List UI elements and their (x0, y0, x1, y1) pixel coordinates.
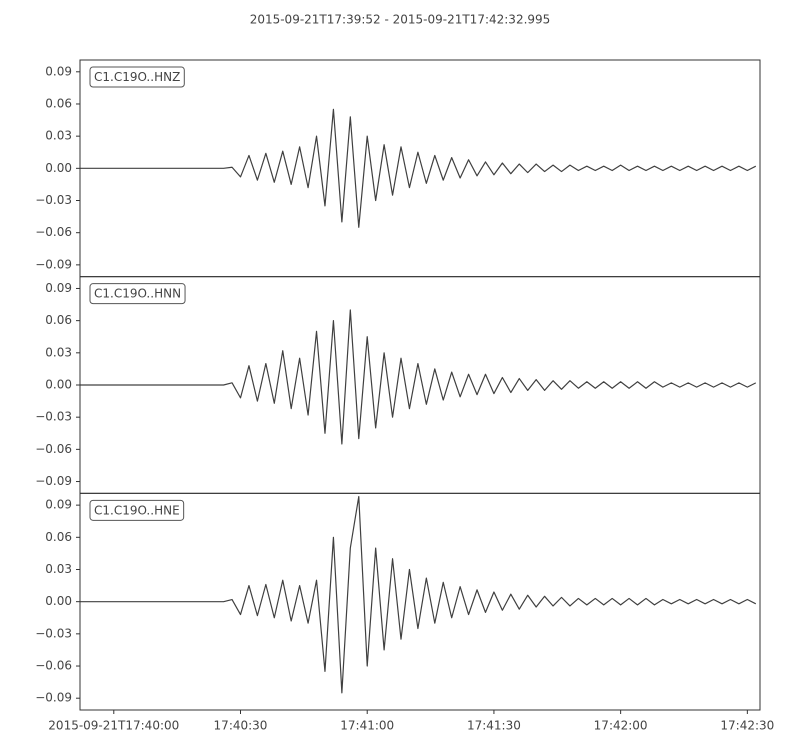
y-tick-label: −0.09 (35, 691, 72, 705)
y-tick-label: 0.00 (45, 594, 72, 608)
y-tick-label: −0.03 (35, 410, 72, 424)
waveform (80, 309, 757, 445)
y-tick-label: 0.00 (45, 161, 72, 175)
y-tick-label: −0.03 (35, 626, 72, 640)
x-tick-label: 17:42:30 (720, 719, 774, 733)
legend-label: C1.C19O..HNN (94, 287, 181, 301)
y-tick-label: −0.03 (35, 193, 72, 207)
y-tick-label: −0.06 (35, 659, 72, 673)
y-tick-label: −0.09 (35, 257, 72, 271)
waveform (80, 495, 757, 694)
waveform (80, 108, 757, 228)
x-tick-label: 17:42:00 (594, 719, 648, 733)
y-tick-label: 0.03 (45, 562, 72, 576)
x-tick-label: 2015-09-21T17:40:00 (48, 719, 179, 733)
y-tick-label: 0.03 (45, 345, 72, 359)
x-tick-label: 17:41:00 (340, 719, 394, 733)
y-tick-label: 0.09 (45, 64, 72, 78)
legend-box (89, 66, 185, 88)
chart-title: 2015-09-21T17:39:52 - 2015-09-21T17:42:3… (250, 13, 551, 27)
legend-box (89, 499, 185, 521)
y-tick-label: 0.00 (45, 378, 72, 392)
y-tick-label: 0.06 (45, 313, 72, 327)
y-tick-label: −0.06 (35, 225, 72, 239)
legend-box (89, 283, 186, 305)
y-tick-label: 0.03 (45, 129, 72, 143)
legend-label: C1.C19O..HNZ (94, 70, 180, 84)
x-tick-label: 17:40:30 (214, 719, 268, 733)
y-tick-label: 0.06 (45, 530, 72, 544)
y-tick-label: 0.09 (45, 281, 72, 295)
y-tick-label: 0.06 (45, 96, 72, 110)
y-tick-label: −0.09 (35, 474, 72, 488)
y-tick-label: −0.06 (35, 442, 72, 456)
x-tick-label: 17:41:30 (467, 719, 521, 733)
panel-frame (79, 492, 761, 711)
y-tick-label: 0.09 (45, 498, 72, 512)
legend-label: C1.C19O..HNE (94, 503, 180, 517)
